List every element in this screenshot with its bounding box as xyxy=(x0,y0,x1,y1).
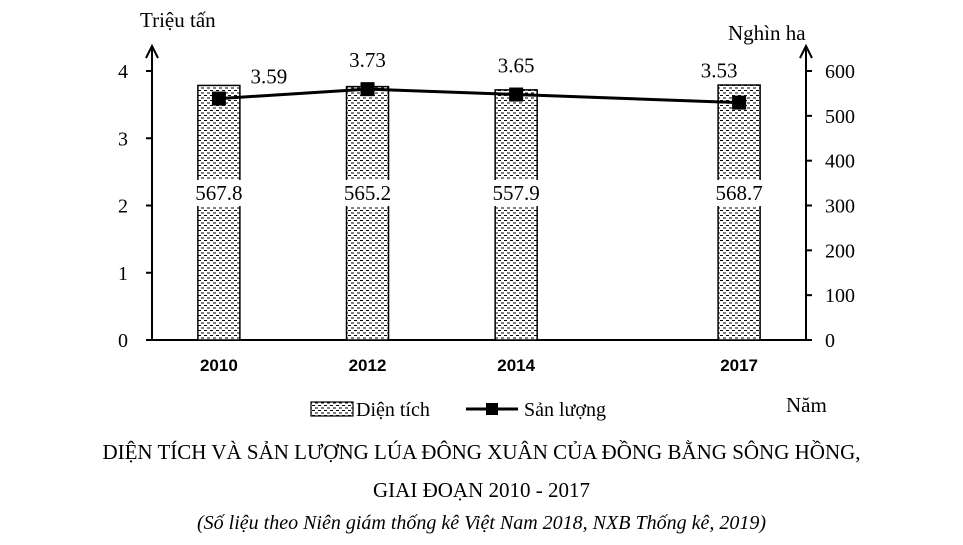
chart-title-line1: DIỆN TÍCH VÀ SẢN LƯỢNG LÚA ĐÔNG XUÂN CỦA… xyxy=(102,440,861,464)
y-left-tick-label: 4 xyxy=(118,61,128,83)
x-tick-label-2010: 2010 xyxy=(200,356,238,375)
x-axis-label: Năm xyxy=(786,393,827,417)
bar-value-label-2014: 557.9 xyxy=(493,181,540,205)
line-marker-2012 xyxy=(360,82,375,97)
line-value-label-2012: 3.73 xyxy=(349,48,386,72)
line-value-label-2014: 3.65 xyxy=(498,54,535,78)
chart-source-note: (Số liệu theo Niên giám thống kê Việt Na… xyxy=(197,512,766,534)
bar-label-background xyxy=(705,180,774,206)
y-left-tick-label: 1 xyxy=(118,263,128,285)
y-right-tick-label: 0 xyxy=(825,330,835,352)
y-right-tick-label: 400 xyxy=(825,151,855,173)
y-right-axis-arrow xyxy=(799,43,813,59)
legend-swatch-dien-tich xyxy=(310,401,354,417)
legend-label-san-luong: Sản lượng xyxy=(524,399,606,421)
bar-dien-tich-2010 xyxy=(197,84,241,341)
x-tick-label-2017: 2017 xyxy=(720,356,758,375)
legend: Diện tích Sản lượng xyxy=(310,399,606,421)
bar-dien-tich-2014 xyxy=(494,89,538,341)
line-marker-2010 xyxy=(211,91,226,106)
line-marker-2017 xyxy=(732,95,747,110)
axes xyxy=(145,43,813,341)
bar-value-label-2010: 567.8 xyxy=(195,181,242,205)
bar-dien-tich-2012 xyxy=(345,85,390,341)
line-value-label-2010: 3.59 xyxy=(251,65,288,89)
x-tick-label-2012: 2012 xyxy=(349,356,387,375)
y-right-tick-label: 600 xyxy=(825,61,855,83)
legend-label-dien-tich: Diện tích xyxy=(356,399,430,421)
bar-label-background xyxy=(482,180,551,206)
y-left-axis-arrow xyxy=(145,43,159,59)
bar-value-label-2017: 568.7 xyxy=(715,181,762,205)
bar-value-label-2012: 565.2 xyxy=(344,181,391,205)
y-left-axis-label: Triệu tấn xyxy=(140,8,216,32)
dual-axis-chart: Triệu tấn Nghìn ha Năm 0 1 2 3 4 0 100 200 300 4… xyxy=(118,8,855,421)
line-value-label-2017: 3.53 xyxy=(701,59,738,83)
chart-title-line2: GIAI ĐOẠN 2010 - 2017 xyxy=(373,478,590,502)
bar-label-background xyxy=(184,180,253,206)
y-right-axis-label: Nghìn ha xyxy=(728,21,806,45)
line-series-san-luong xyxy=(211,82,747,110)
y-left-ticks: 0 1 2 3 4 xyxy=(118,61,152,352)
y-right-tick-label: 100 xyxy=(825,285,855,307)
y-left-tick-label: 3 xyxy=(118,128,128,150)
y-right-tick-label: 300 xyxy=(825,196,855,218)
legend-marker-san-luong xyxy=(486,403,498,415)
x-tick-labels: 2010 2012 2014 2017 xyxy=(200,356,758,375)
bar-label-background xyxy=(333,180,402,206)
line-value-labels: 3.59 3.73 3.65 3.53 xyxy=(251,48,738,88)
y-left-tick-label: 0 xyxy=(118,330,128,352)
y-right-tick-label: 500 xyxy=(825,106,855,128)
bar-dien-tich-2017 xyxy=(717,84,761,341)
y-left-tick-label: 2 xyxy=(118,196,128,218)
y-right-ticks: 0 100 200 300 400 500 600 xyxy=(806,61,855,352)
x-tick-label-2014: 2014 xyxy=(497,356,535,375)
y-right-tick-label: 200 xyxy=(825,240,855,262)
bar-series-dien-tich xyxy=(197,84,761,341)
line-marker-2014 xyxy=(509,87,524,102)
line-path-san-luong xyxy=(218,87,740,105)
bar-value-labels: 567.8 565.2 557.9 568.7 xyxy=(184,180,774,206)
